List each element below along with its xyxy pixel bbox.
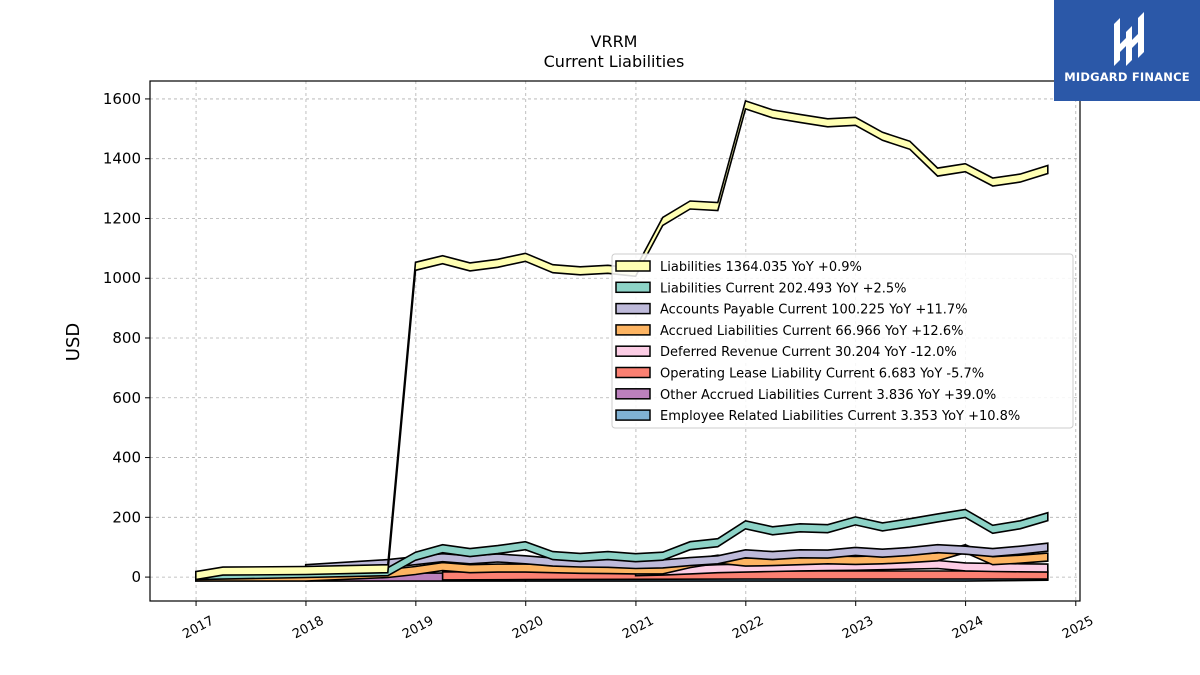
x-tick-label: 2019 <box>400 614 436 643</box>
legend-swatch <box>615 409 651 421</box>
x-tick-label: 2024 <box>950 614 986 643</box>
brand-name: MIDGARD FINANCE <box>1064 70 1190 84</box>
midgard-logo-icon <box>1114 12 1144 66</box>
x-tick-label: 2021 <box>620 614 656 643</box>
series-band <box>195 99 1049 581</box>
x-tick-label: 2018 <box>290 614 326 643</box>
series-layer <box>195 99 1049 582</box>
chart-title: VRRM <box>591 32 638 51</box>
legend-swatch <box>615 281 651 294</box>
brand-logo: MIDGARD FINANCE <box>1054 0 1200 101</box>
y-tick-label: 1000 <box>103 269 141 287</box>
series-liabilities-current <box>195 508 1049 581</box>
legend-entry: Deferred Revenue Current 30.204 YoY -12.… <box>660 345 957 360</box>
legend: Liabilities 1364.035 YoY +0.9% Liabilitie… <box>611 253 1074 429</box>
y-tick-label: 800 <box>112 329 141 347</box>
legend-entry: Employee Related Liabilities Current 3.3… <box>660 409 1020 424</box>
x-tick-label: 2022 <box>730 614 766 643</box>
y-tick-label: 1600 <box>103 90 141 108</box>
x-tick-label: 2023 <box>840 614 876 643</box>
legend-entry: Accounts Payable Current 100.225 YoY +11… <box>660 303 968 318</box>
legend-swatch <box>615 345 651 357</box>
plot-frame <box>149 80 1081 602</box>
y-tick-label: 600 <box>112 389 141 407</box>
legend-entry: Accrued Liabilities Current 66.966 YoY +… <box>660 324 963 339</box>
series-band <box>195 508 1049 581</box>
legend-entry: Liabilities 1364.035 YoY +0.9% <box>660 260 862 275</box>
chart-subtitle: Current Liabilities <box>544 52 685 71</box>
legend-swatch <box>615 388 651 400</box>
x-tick-label: 2017 <box>180 614 216 643</box>
legend-swatch <box>615 324 651 336</box>
y-tick-label: 1200 <box>103 209 141 227</box>
legend-box <box>611 253 1074 429</box>
legend-swatch <box>615 302 651 315</box>
x-tick-label: 2020 <box>510 614 546 643</box>
series-liabilities <box>195 99 1049 581</box>
y-tick-label: 0 <box>131 568 141 586</box>
legend-entry: Other Accrued Liabilities Current 3.836 … <box>660 388 996 403</box>
y-axis-label: USD <box>63 323 84 361</box>
y-tick-label: 1400 <box>103 150 141 168</box>
legend-swatch <box>615 366 651 379</box>
legend-entry: Operating Lease Liability Current 6.683 … <box>660 367 984 382</box>
legend-entry: Liabilities Current 202.493 YoY +2.5% <box>660 281 907 296</box>
y-tick-label: 400 <box>112 449 141 467</box>
legend-swatch <box>615 260 651 272</box>
x-tick-label: 2025 <box>1060 614 1096 643</box>
y-tick-label: 200 <box>112 508 141 526</box>
